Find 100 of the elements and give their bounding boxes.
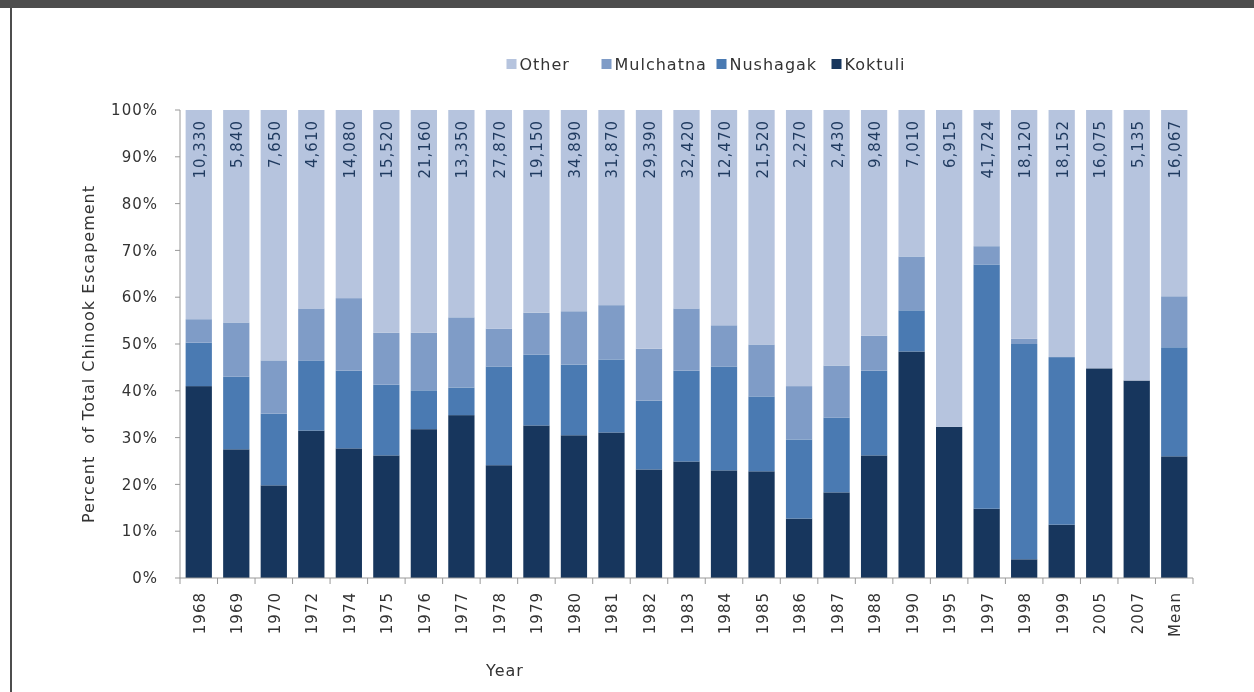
bar [560,110,588,312]
bar [823,492,850,578]
bar [635,110,663,349]
annotation: 2,430 [828,120,847,168]
legend-label: Mulchatna [614,54,707,74]
bar [185,319,212,343]
bar [823,110,850,366]
bar [673,110,700,309]
x-tick-label: 1998 [1016,592,1035,635]
y-tick-label: 80% [121,194,158,213]
bar [260,485,287,578]
annotation: 12,470 [716,120,735,179]
bar [185,342,212,387]
bar [635,400,663,470]
bar [1011,110,1038,339]
bar [1011,338,1038,344]
annotation: 16,075 [1091,120,1110,179]
x-tick-label: 1972 [303,592,322,635]
annotation: 4,610 [303,120,322,168]
bar [936,110,963,427]
y-tick-label: 20% [121,475,158,494]
bar [748,471,775,578]
bar [485,110,513,329]
x-tick-label: 1982 [640,592,659,635]
bar [260,110,287,361]
annotation: 32,420 [678,120,697,179]
bar [485,328,513,367]
annotation: 16,067 [1166,120,1185,179]
x-tick-label: 1997 [978,592,997,635]
y-axis-title: Percent of Total Chinook Escapement [79,184,98,524]
bar [860,370,888,456]
annotation: 5,135 [1128,120,1147,168]
y-tick-label: 60% [121,288,158,307]
bar [260,413,287,486]
bar [1161,456,1188,578]
bar [598,305,625,360]
legend-label: Other [519,54,570,74]
annotation: 27,870 [490,120,509,179]
bar [1161,110,1188,297]
annotation: 13,350 [453,120,472,179]
bar [936,426,963,578]
bar [860,455,888,578]
y-tick-label: 70% [121,241,158,260]
x-tick-label: 2007 [1128,592,1147,635]
bar [1161,347,1188,457]
bar [448,317,475,388]
annotation: 7,650 [265,120,284,168]
annotation: 29,390 [640,120,659,179]
bar [1048,524,1075,578]
legend-label: Nushagak [729,54,818,74]
annotation: 18,120 [1016,120,1035,179]
bar [523,354,550,426]
bar [898,310,925,352]
bar [1086,368,1113,578]
bar [860,335,888,371]
x-tick-label: 1976 [415,592,434,635]
bar [298,110,325,309]
bar [748,110,775,345]
bar [823,417,850,493]
bar [598,110,625,306]
bar [785,439,813,519]
annotation: 41,724 [978,120,997,179]
y-tick-label: 40% [121,382,158,401]
bar [710,110,738,326]
bar [1123,110,1150,381]
annotation: 21,160 [415,120,434,179]
legend-label: Koktuli [844,54,906,74]
bar [823,365,850,418]
annotation: 18,152 [1053,120,1072,179]
bar [598,432,625,578]
x-tick-label: 1969 [228,592,247,635]
bar [1011,559,1038,578]
bar [598,359,625,433]
y-tick-label: 90% [121,148,158,167]
bar [410,429,437,578]
annotation: 21,520 [753,120,772,179]
bar [448,415,475,578]
bar [335,298,362,371]
annotation: 15,520 [378,120,397,179]
annotation: 34,890 [565,120,584,179]
bar [1161,296,1188,348]
bar [973,508,1000,578]
x-tick-label: 1983 [678,592,697,635]
bar [898,256,925,311]
y-tick-label: 10% [121,522,158,541]
y-tick-label: 30% [121,428,158,447]
bar [448,387,475,416]
bar [185,386,212,578]
bar [373,110,400,333]
bar [748,344,775,397]
bar [1048,110,1075,358]
bar [298,308,325,361]
bar [1123,380,1150,578]
bar [335,110,362,299]
bar [298,430,325,578]
x-tick-label: 1980 [565,592,584,635]
bar [710,366,738,471]
bar [373,455,400,578]
x-tick-label: 1999 [1053,592,1072,635]
bar [260,360,287,414]
